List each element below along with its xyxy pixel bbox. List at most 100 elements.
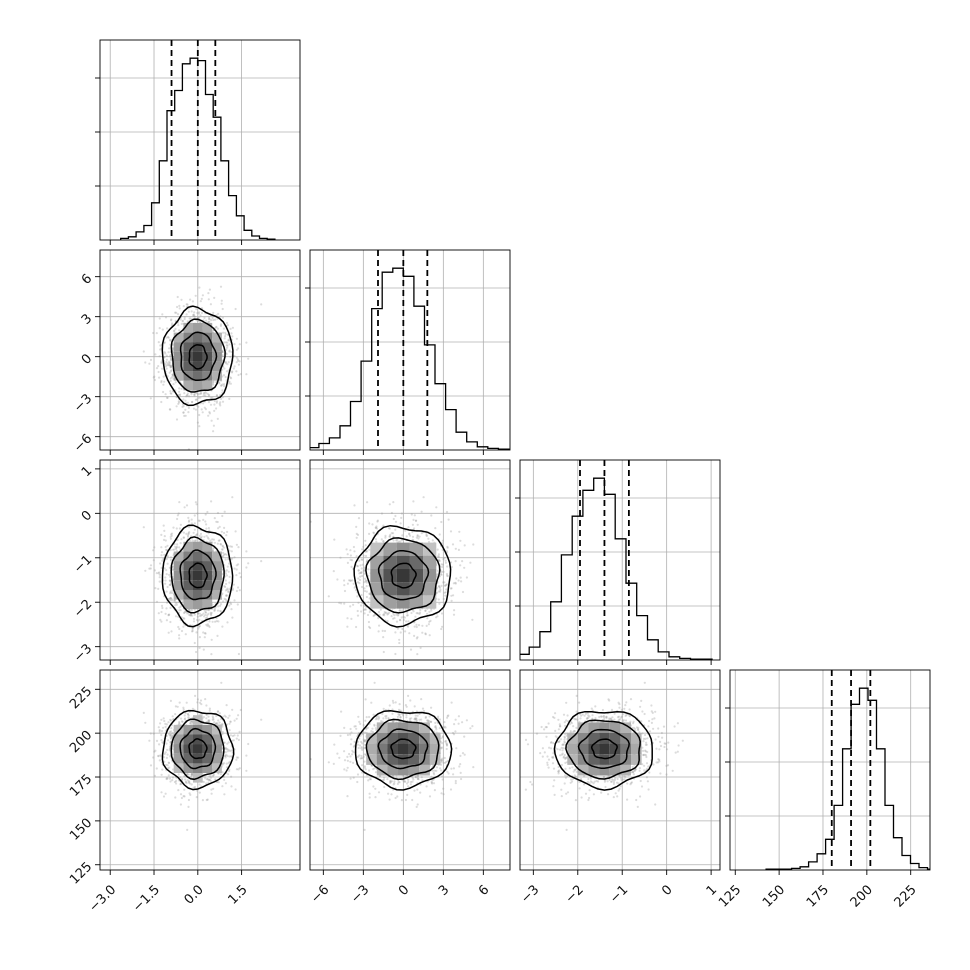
sample-point <box>187 613 191 616</box>
density-cell <box>173 570 184 581</box>
sample-point <box>213 609 216 613</box>
sample-point <box>209 403 213 406</box>
sample-point <box>164 362 167 366</box>
sample-point <box>198 392 201 396</box>
sample-point <box>435 506 438 509</box>
sample-point <box>190 400 194 404</box>
sample-point <box>421 624 424 627</box>
sample-point <box>168 371 171 374</box>
sample-point <box>166 396 169 399</box>
sample-point <box>176 514 179 517</box>
panel-frame <box>99 249 301 451</box>
density-cell <box>202 599 213 610</box>
sample-point <box>207 624 210 627</box>
sample-point <box>356 581 360 584</box>
sample-point <box>233 599 236 602</box>
sample-point <box>208 720 211 723</box>
sample-point <box>160 360 163 363</box>
sample-point <box>399 631 402 634</box>
sample-point <box>177 625 180 629</box>
sample-point <box>196 533 199 536</box>
sample-point <box>155 739 159 743</box>
sample-point <box>208 719 211 722</box>
sample-point <box>212 383 215 386</box>
sample-point <box>203 406 206 409</box>
sample-point <box>361 548 364 551</box>
sample-point <box>187 406 190 409</box>
sample-point <box>202 518 205 522</box>
sample-point <box>152 331 155 335</box>
sample-point <box>163 529 166 533</box>
sample-point <box>438 585 441 588</box>
sample-point <box>397 540 400 543</box>
sample-point <box>157 370 160 374</box>
sample-point <box>204 617 207 620</box>
sample-point <box>207 317 210 320</box>
sample-point <box>351 559 354 562</box>
sample-point <box>199 392 203 395</box>
sample-point <box>224 361 227 364</box>
sample-point <box>356 614 360 617</box>
sample-point <box>220 530 223 533</box>
sample-point <box>420 510 423 513</box>
sample-point <box>352 545 355 549</box>
sample-point <box>183 317 186 321</box>
sample-point <box>375 527 379 530</box>
sample-point <box>424 632 427 635</box>
sample-point <box>446 545 449 548</box>
sample-point <box>442 597 445 601</box>
sample-point <box>202 631 205 634</box>
sample-point <box>209 539 212 542</box>
sample-point <box>356 565 359 568</box>
sample-point <box>191 400 194 404</box>
sample-point <box>163 341 166 344</box>
sample-point <box>442 570 445 574</box>
density-cell <box>212 371 222 381</box>
sample-point <box>401 534 404 537</box>
sample-point <box>174 311 177 314</box>
sample-point <box>198 636 201 639</box>
sample-point <box>360 558 363 561</box>
sample-point <box>211 620 214 623</box>
density-cell <box>193 351 203 362</box>
sample-point <box>222 555 225 558</box>
sample-point <box>446 565 449 568</box>
sample-point <box>181 405 184 408</box>
sample-point <box>235 337 238 340</box>
sample-point <box>434 527 437 530</box>
sample-point <box>231 708 234 711</box>
sample-point <box>360 571 363 575</box>
sample-point <box>224 553 227 556</box>
sample-point <box>374 538 377 541</box>
sample-point <box>446 574 449 577</box>
sample-point <box>380 512 384 515</box>
sample-point <box>365 580 368 583</box>
sample-point <box>455 577 458 580</box>
sample-point <box>363 589 366 593</box>
sample-point <box>361 563 364 566</box>
density-cell <box>193 561 203 571</box>
sample-point <box>221 771 224 774</box>
sample-point <box>163 567 166 570</box>
sample-point <box>160 604 164 608</box>
sample-point <box>367 568 370 571</box>
sample-point <box>217 539 220 542</box>
sample-point <box>410 611 413 615</box>
sample-point <box>165 607 168 610</box>
sample-point <box>206 798 209 801</box>
density-cell <box>396 555 410 569</box>
density-cell <box>383 569 397 583</box>
sample-point <box>166 362 169 365</box>
sample-point <box>399 522 402 525</box>
sample-point <box>160 400 163 404</box>
sample-point <box>158 355 161 358</box>
sample-point <box>220 610 223 613</box>
sample-point <box>192 407 196 410</box>
sample-point <box>172 383 175 386</box>
sample-point <box>217 527 220 530</box>
sample-point <box>167 362 170 365</box>
sample-point <box>175 546 178 549</box>
sample-point <box>388 611 391 614</box>
sample-point <box>217 620 220 623</box>
sample-point <box>375 540 378 543</box>
